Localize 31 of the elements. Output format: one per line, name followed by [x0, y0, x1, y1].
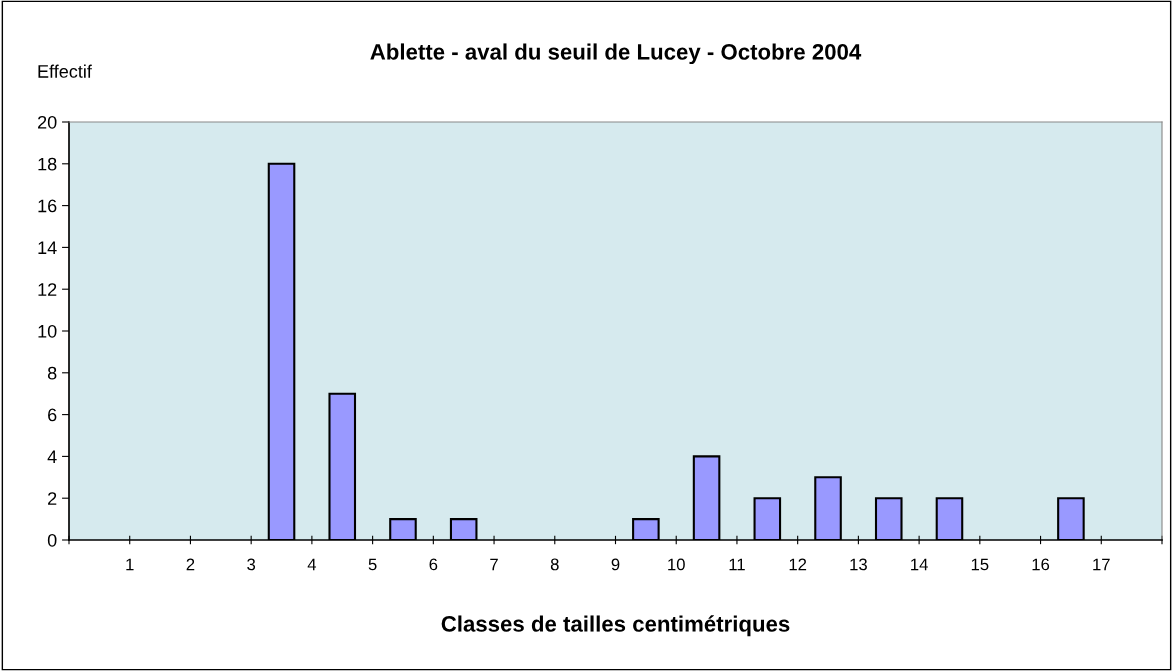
- y-tick-label: 0: [47, 533, 57, 547]
- x-tick-label: 14: [911, 558, 928, 571]
- x-tick-label: 4: [307, 558, 317, 571]
- y-tick-label: 12: [38, 283, 57, 296]
- x-tick-label: 10: [668, 558, 685, 571]
- y-tick-label: 14: [38, 241, 57, 254]
- x-tick-label: 16: [1032, 558, 1050, 571]
- x-tick-label: 2: [186, 558, 195, 571]
- x-tick-label: 5: [368, 558, 377, 571]
- y-tick-label: 6: [48, 408, 57, 422]
- y-tick-label: 20: [38, 115, 57, 129]
- y-tick-label: 8: [47, 366, 57, 380]
- y-axis-title: Effectif: [38, 64, 92, 78]
- x-tick-label: 1: [126, 558, 134, 571]
- x-tick-label: 15: [971, 558, 989, 571]
- y-tick-label: 4: [47, 450, 57, 463]
- chart-title: Ablette - aval du seuil de Lucey - Octobre 2004: [370, 43, 862, 65]
- y-tick-label: 2: [48, 492, 57, 505]
- x-tick-label: 8: [550, 558, 559, 571]
- x-tick-label: 11: [729, 558, 745, 571]
- y-tick-label: 18: [38, 157, 57, 171]
- x-tick-label: 7: [490, 558, 498, 571]
- x-tick-label: 12: [789, 558, 807, 571]
- x-axis-title: Classes de tailles centimétriques: [441, 615, 790, 637]
- x-tick-label: 17: [1093, 558, 1110, 571]
- x-tick-label: 13: [850, 558, 867, 571]
- x-tick-label: 3: [247, 558, 256, 571]
- x-tick-label: 6: [429, 558, 438, 571]
- x-tick-label: 9: [611, 558, 620, 571]
- y-tick-label: 16: [38, 199, 57, 213]
- y-tick-label: 10: [38, 324, 57, 338]
